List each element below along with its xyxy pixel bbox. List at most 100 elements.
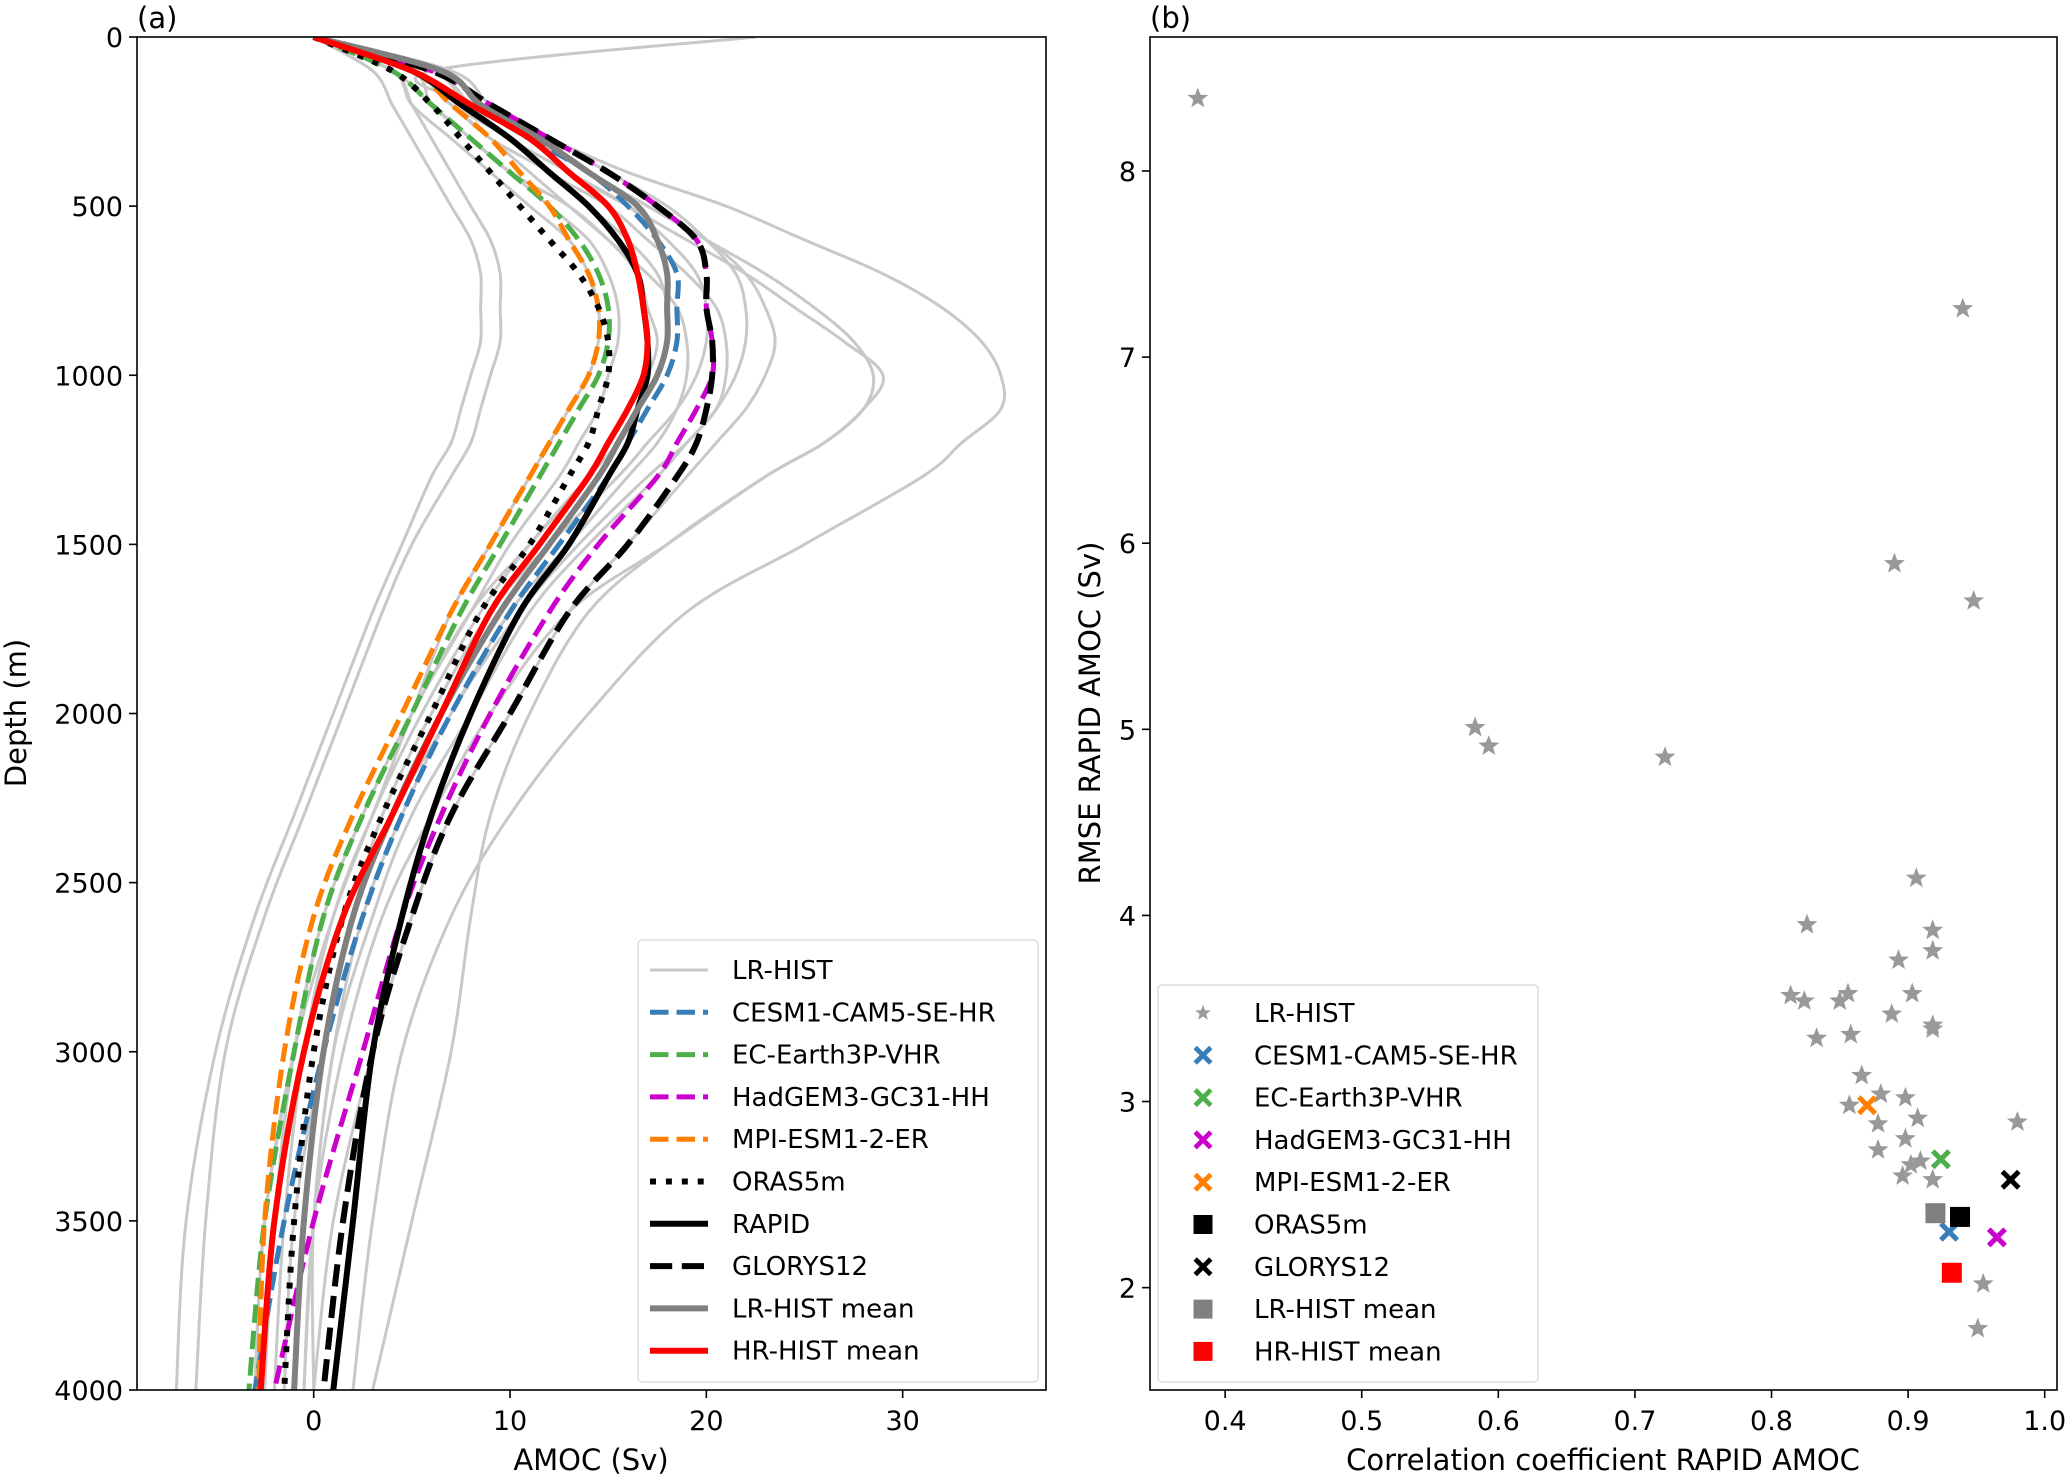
line-lr-hist-member (253, 37, 602, 1390)
x-tick-label: 30 (886, 1406, 920, 1437)
panel-a-x-ticks: 0 10 20 30 (305, 1390, 920, 1437)
point-lr-hist (1892, 1165, 1914, 1185)
legend-label-glorys12: GLORYS12 (1254, 1253, 1390, 1283)
point-lr-hist (1793, 990, 1815, 1010)
panel-a-x-axis-label: AMOC (Sv) (513, 1443, 668, 1474)
legend-label-oras5m: ORAS5m (732, 1168, 846, 1198)
legend-label-hr-hist-mean: HR-HIST mean (1254, 1337, 1442, 1367)
point-lr-hist (1806, 1027, 1828, 1048)
point-lr-hist (1901, 982, 1923, 1003)
y-tick-label: 8 (1119, 157, 1136, 188)
panel-b-legend-box (1157, 984, 1539, 1383)
point-lr-hist (1837, 982, 1859, 1003)
legend-label-mpi-esm1-2-er: MPI-ESM1-2-ER (732, 1125, 929, 1155)
legend-marker-mpi-esm1-2-er (1193, 1172, 1213, 1192)
point-lr-hist (1909, 1150, 1931, 1170)
point-lr-hist (1888, 949, 1909, 969)
point-lr-hist (1963, 589, 1985, 610)
line-hr-hist-mean (257, 37, 651, 1390)
x-tick-label: 0.9 (1887, 1406, 1930, 1437)
point-lr-hist (1922, 1018, 1944, 1038)
y-tick-label: 3000 (54, 1038, 123, 1069)
y-tick-label: 0 (106, 23, 123, 54)
point-lr-hist (1922, 919, 1944, 940)
point-lr-hist (1922, 1168, 1944, 1189)
legend-label-hadgem3-gc31-hh: HadGEM3-GC31-HH (732, 1083, 990, 1113)
point-lr-hist (1900, 1153, 1922, 1174)
point-lr-hist (1654, 746, 1676, 767)
legend-marker-cesm1-cam5-se-hr (1193, 1045, 1213, 1065)
point-lr-hist (1464, 716, 1486, 737)
panel-a-legend-box (637, 939, 1039, 1383)
y-tick-label: 4000 (54, 1376, 123, 1407)
y-tick-label: 7 (1119, 343, 1136, 374)
panel-a-label: (a) (137, 1, 177, 35)
legend-marker-lr-hist-mean (1193, 1299, 1213, 1319)
legend-label-hr-hist-mean: HR-HIST mean (732, 1337, 920, 1367)
point-lr-hist (1796, 913, 1818, 934)
legend-marker-oras5m (1193, 1215, 1213, 1234)
y-tick-label: 1500 (54, 530, 123, 561)
line-lr-hist-member (313, 37, 1007, 1390)
line-lr-hist-member (174, 37, 483, 1390)
point-lr-hist-mean (1925, 1203, 1946, 1224)
legend-label-hadgem3-gc31-hh: HadGEM3-GC31-HH (1254, 1126, 1512, 1156)
x-tick-label: 0.4 (1204, 1406, 1247, 1437)
panel-a-y-axis-label: Depth (m) (0, 639, 33, 787)
legend-label-ec-earth3p-vhr: EC-Earth3P-VHR (1254, 1084, 1463, 1114)
panel-a-depth-profile: (a) 0 10 20 30 0 500 1000 1500 2000 2500 3000 3500… (0, 1, 1047, 1474)
y-tick-label: 4 (1119, 901, 1136, 932)
point-mpi-esm1-2-er (1857, 1095, 1878, 1116)
point-lr-hist (1884, 552, 1905, 573)
panel-b-legend: LR-HIST CESM1-CAM5-SE-HR EC-Earth3P-VHR Had… (1157, 984, 1539, 1383)
y-tick-label: 6 (1119, 529, 1136, 560)
x-tick-label: 0.8 (1750, 1406, 1793, 1437)
legend-marker-ec-earth3p-vhr (1193, 1088, 1213, 1108)
y-tick-label: 1000 (54, 361, 123, 392)
point-lr-hist (1907, 1107, 1929, 1128)
y-tick-label: 3500 (54, 1207, 123, 1238)
y-tick-label: 500 (71, 192, 123, 223)
point-oras5m (1950, 1206, 1971, 1227)
line-ec-earth3p-vhr (246, 37, 612, 1390)
point-lr-hist (1840, 1023, 1862, 1044)
legend-label-lr-hist: LR-HIST (1254, 999, 1355, 1029)
point-lr-hist (1922, 939, 1944, 960)
point-lr-hist (1187, 87, 1209, 108)
panel-a-legend: LR-HIST CESM1-CAM5-SE-HR EC-Earth3P-VHR Had… (637, 939, 1039, 1383)
legend-label-ec-earth3p-vhr: EC-Earth3P-VHR (732, 1041, 941, 1071)
point-ec-earth3p-vhr (1930, 1149, 1951, 1170)
line-lr-hist-mean (291, 37, 671, 1390)
x-tick-label: 1.0 (2023, 1406, 2066, 1437)
line-oras5m (281, 37, 613, 1390)
legend-marker-glorys12 (1193, 1257, 1213, 1277)
legend-marker-hr-hist-mean (1193, 1341, 1213, 1361)
point-lr-hist (1478, 735, 1500, 755)
line-rapid (312, 37, 652, 1390)
panel-b-x-ticks: 0.4 0.5 0.6 0.7 0.8 0.9 1.0 (1204, 1390, 2066, 1437)
panel-b-y-axis-label: RMSE RAPID AMOC (Sv) (1073, 542, 1107, 885)
panel-b-scatter: (b) 0.4 0.5 0.6 0.7 0.8 0.9 1.0 2 3 4 5 6 7 8 Correl… (1073, 1, 2066, 1474)
point-hadgem3-gc31-hh (1986, 1227, 2007, 1248)
point-lr-hist (1851, 1064, 1873, 1085)
legend-label-lr-hist-mean: LR-HIST mean (732, 1294, 914, 1324)
point-lr-hist (2006, 1111, 2028, 1131)
x-tick-label: 0.7 (1613, 1406, 1656, 1437)
point-lr-hist (1829, 990, 1851, 1010)
point-lr-hist (1870, 1083, 1892, 1103)
legend-label-lr-hist-mean: LR-HIST mean (1254, 1295, 1436, 1325)
legend-marker-lr-hist (1195, 1004, 1211, 1020)
point-lr-hist (1894, 1127, 1916, 1148)
line-glorys12 (312, 37, 716, 1390)
point-hr-hist-mean (1941, 1262, 1962, 1283)
point-lr-hist (1894, 1086, 1916, 1107)
line-mpi-esm1-2-er (256, 37, 603, 1390)
point-lr-hist (1838, 1094, 1860, 1115)
panel-b-y-ticks: 2 3 4 5 6 7 8 (1119, 157, 1150, 1305)
panel-b-frame (1149, 36, 2058, 1391)
legend-label-glorys12: GLORYS12 (732, 1252, 868, 1282)
x-tick-label: 0 (305, 1406, 322, 1437)
legend-marker-hadgem3-gc31-hh (1193, 1130, 1213, 1150)
legend-label-lr-hist: LR-HIST (732, 956, 833, 986)
